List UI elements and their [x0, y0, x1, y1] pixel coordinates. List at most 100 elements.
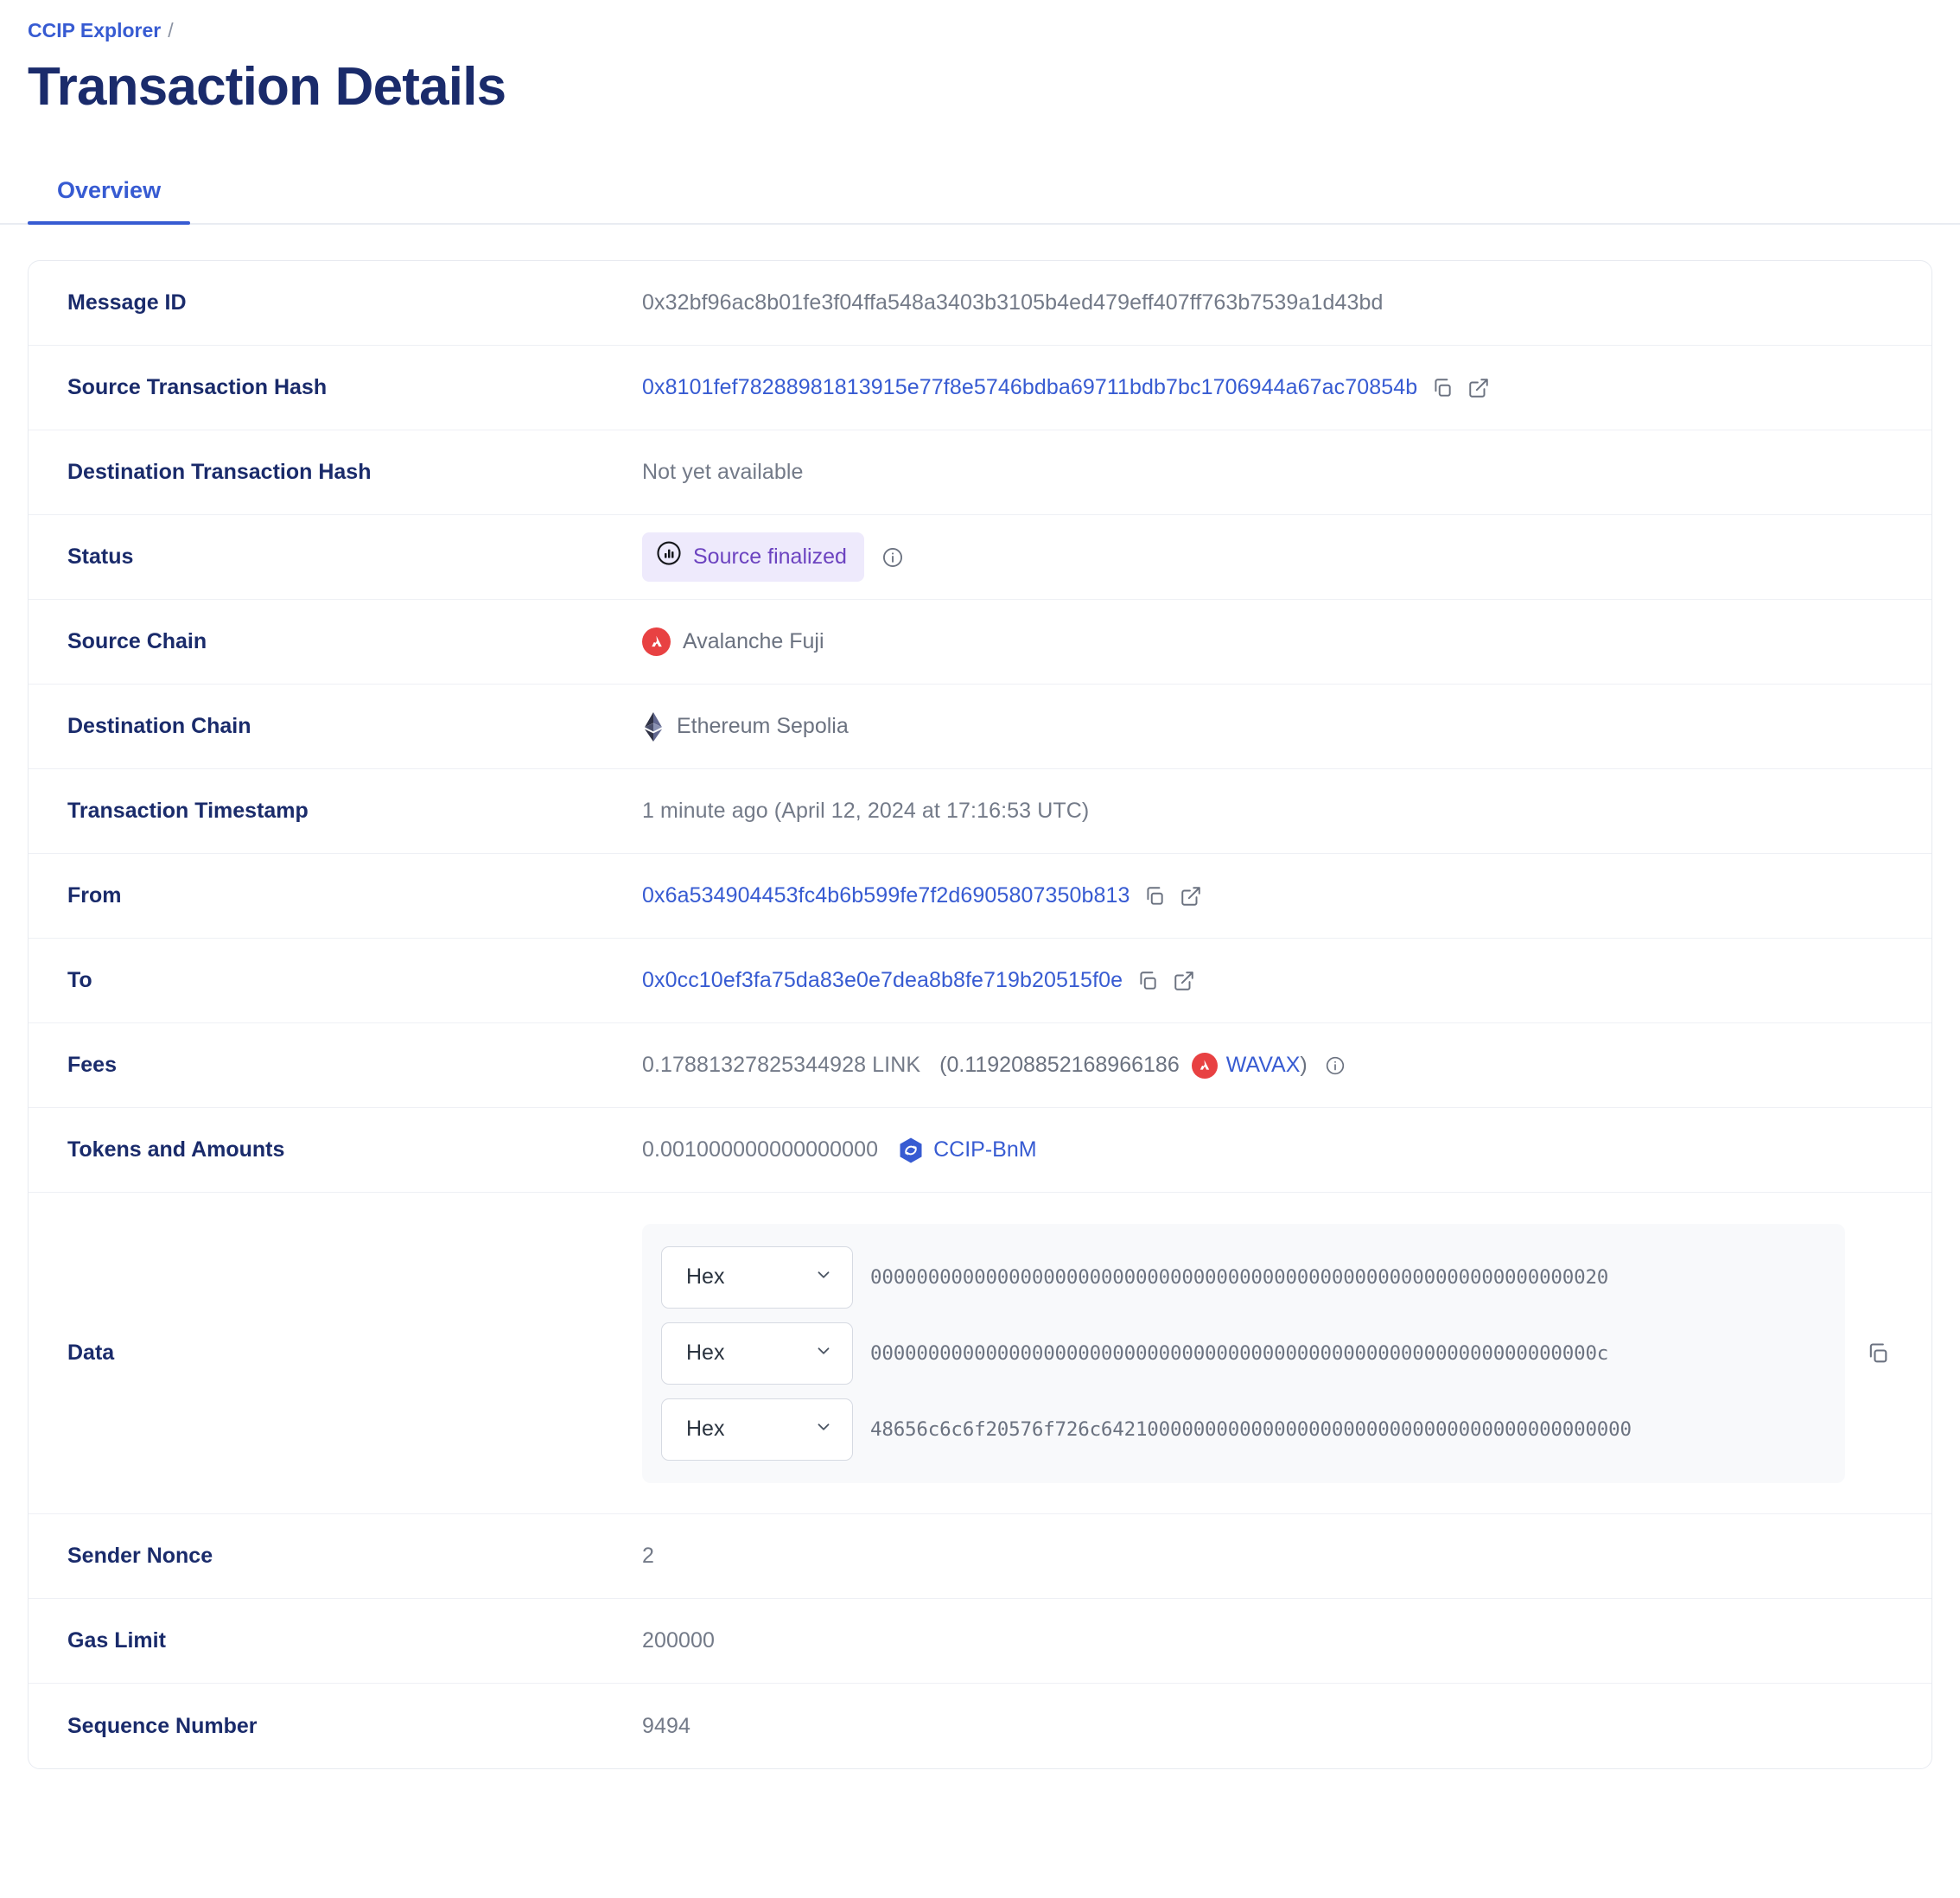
status-badge-label: Source finalized: [693, 545, 847, 570]
table-row-destination-chain: Destination Chain Ethereum Sepolia: [29, 685, 1931, 770]
row-value: Avalanche Fuji: [642, 627, 1931, 657]
data-format-label: Hex: [686, 1264, 725, 1290]
table-row-transaction-timestamp: Transaction Timestamp 1 minute ago (Apri…: [29, 769, 1931, 855]
token-amount-value: 0.001000000000000000: [642, 1137, 879, 1162]
data-line: Hex 000000000000000000000000000000000000…: [661, 1245, 1826, 1309]
destination-transaction-hash-value: Not yet available: [642, 460, 804, 485]
row-value: 0.17881327825344928 LINK (0.119208852168…: [642, 1051, 1931, 1080]
row-label: Status: [67, 545, 134, 570]
breadcrumb: CCIP Explorer /: [28, 19, 1960, 43]
row-label: Source Chain: [67, 629, 207, 654]
data-hex-value: 0000000000000000000000000000000000000000…: [870, 1265, 1609, 1289]
table-row-sender-nonce: Sender Nonce 2: [29, 1514, 1931, 1600]
sequence-number-value: 9494: [642, 1713, 691, 1738]
data-format-select[interactable]: Hex: [661, 1398, 853, 1461]
avalanche-icon: [642, 627, 671, 657]
chevron-down-icon: [814, 1341, 833, 1365]
source-chain: Avalanche Fuji: [642, 627, 824, 657]
row-value: 9494: [642, 1712, 1931, 1741]
table-row-from: From 0x6a534904453fc4b6b599fe7f2d6905807…: [29, 854, 1931, 939]
destination-chain-name: Ethereum Sepolia: [677, 714, 849, 739]
wavax-token-link[interactable]: WAVAX: [1225, 1053, 1301, 1078]
table-row-fees: Fees 0.17881327825344928 LINK (0.1192088…: [29, 1023, 1931, 1109]
row-label: Transaction Timestamp: [67, 799, 309, 824]
signal-bars-icon: [656, 540, 682, 574]
row-label: Source Transaction Hash: [67, 375, 328, 400]
row-value: 200000: [642, 1627, 1931, 1655]
from-address-link[interactable]: 0x6a534904453fc4b6b599fe7f2d6905807350b8…: [642, 883, 1130, 908]
row-label: Destination Transaction Hash: [67, 460, 372, 485]
row-label: To: [67, 968, 92, 993]
table-row-gas-limit: Gas Limit 200000: [29, 1599, 1931, 1685]
source-chain-name: Avalanche Fuji: [683, 629, 824, 654]
source-transaction-hash-link[interactable]: 0x8101fef78288981813915e77f8e5746bdba697…: [642, 375, 1418, 400]
destination-chain: Ethereum Sepolia: [642, 711, 849, 742]
row-value: 0x0cc10ef3fa75da83e0e7dea8b8fe719b20515f…: [642, 966, 1931, 995]
data-hex-value: 0000000000000000000000000000000000000000…: [870, 1341, 1609, 1365]
copy-icon[interactable]: [1136, 970, 1159, 992]
row-value: 1 minute ago (April 12, 2024 at 17:16:53…: [642, 797, 1931, 825]
row-label: Sequence Number: [67, 1713, 258, 1738]
row-label: From: [67, 883, 122, 908]
page-title: Transaction Details: [28, 56, 506, 117]
row-value: 0x6a534904453fc4b6b599fe7f2d6905807350b8…: [642, 882, 1931, 910]
fees-primary-value: 0.17881327825344928 LINK: [642, 1053, 921, 1078]
row-value: 0x32bf96ac8b01fe3f04ffa548a3403b3105b4ed…: [642, 289, 1931, 317]
transaction-details-card: Message ID 0x32bf96ac8b01fe3f04ffa548a34…: [28, 260, 1932, 1770]
table-row-source-chain: Source Chain Avalanche Fuji: [29, 600, 1931, 685]
data-hex-value: 48656c6c6f20576f726c64210000000000000000…: [870, 1417, 1632, 1441]
ccip-bnm-icon: [897, 1137, 925, 1164]
table-row-tokens-and-amounts: Tokens and Amounts 0.001000000000000000 …: [29, 1108, 1931, 1194]
row-label: Data: [67, 1341, 115, 1366]
data-section: Hex 000000000000000000000000000000000000…: [642, 1193, 1931, 1513]
breadcrumb-link-ccip-explorer[interactable]: CCIP Explorer: [28, 19, 162, 41]
data-panel: Hex 000000000000000000000000000000000000…: [642, 1223, 1845, 1483]
copy-icon[interactable]: [1859, 1341, 1897, 1366]
fees-paren-close: ): [1300, 1053, 1308, 1078]
sender-nonce-value: 2: [642, 1544, 655, 1569]
copy-icon[interactable]: [1143, 885, 1166, 908]
row-value: 0.001000000000000000 CCIP-BnM: [642, 1136, 1931, 1164]
page-header: CCIP Explorer / Transaction Details: [0, 0, 1960, 117]
table-row-sequence-number: Sequence Number 9494: [29, 1684, 1931, 1768]
avalanche-icon: [1191, 1052, 1218, 1079]
chevron-down-icon: [814, 1417, 833, 1441]
transaction-timestamp-value: 1 minute ago (April 12, 2024 at 17:16:53…: [642, 799, 1090, 824]
to-address-link[interactable]: 0x0cc10ef3fa75da83e0e7dea8b8fe719b20515f…: [642, 968, 1123, 993]
info-icon[interactable]: [1325, 1055, 1346, 1076]
row-label: Fees: [67, 1053, 117, 1078]
data-line: Hex 000000000000000000000000000000000000…: [661, 1322, 1826, 1385]
ccip-bnm-token-link[interactable]: CCIP-BnM: [933, 1137, 1037, 1162]
row-value: 2: [642, 1542, 1931, 1570]
breadcrumb-separator: /: [168, 19, 174, 41]
row-label: Gas Limit: [67, 1628, 166, 1653]
external-link-icon[interactable]: [1467, 377, 1490, 399]
table-row-source-transaction-hash: Source Transaction Hash 0x8101fef7828898…: [29, 346, 1931, 431]
row-value: Not yet available: [642, 458, 1931, 487]
external-link-icon[interactable]: [1173, 970, 1195, 992]
row-value: Ethereum Sepolia: [642, 711, 1931, 742]
external-link-icon[interactable]: [1180, 885, 1202, 908]
tab-bar: Overview: [0, 165, 1960, 226]
table-row-status: Status Source finalized: [29, 515, 1931, 601]
data-format-select[interactable]: Hex: [661, 1245, 853, 1309]
row-label: Message ID: [67, 290, 187, 315]
status-badge: Source finalized: [642, 532, 864, 582]
gas-limit-value: 200000: [642, 1628, 716, 1653]
tab-overview[interactable]: Overview: [28, 165, 191, 226]
message-id-value: 0x32bf96ac8b01fe3f04ffa548a3403b3105b4ed…: [642, 290, 1384, 315]
info-icon[interactable]: [881, 546, 904, 569]
table-row-message-id: Message ID 0x32bf96ac8b01fe3f04ffa548a34…: [29, 261, 1931, 347]
data-format-select[interactable]: Hex: [661, 1322, 853, 1385]
fees-secondary-value: (0.119208852168966186: [939, 1053, 1180, 1078]
data-format-label: Hex: [686, 1341, 725, 1366]
table-row-data: Data Hex 0000000000000000000000000000: [29, 1193, 1931, 1515]
row-label: Tokens and Amounts: [67, 1137, 285, 1162]
copy-icon[interactable]: [1431, 377, 1454, 399]
table-row-to: To 0x0cc10ef3fa75da83e0e7dea8b8fe719b205…: [29, 939, 1931, 1024]
data-line: Hex 48656c6c6f20576f726c6421000000000000…: [661, 1398, 1826, 1461]
row-value: Source finalized: [642, 532, 1931, 582]
row-value: 0x8101fef78288981813915e77f8e5746bdba697…: [642, 373, 1931, 402]
row-label: Destination Chain: [67, 714, 251, 739]
